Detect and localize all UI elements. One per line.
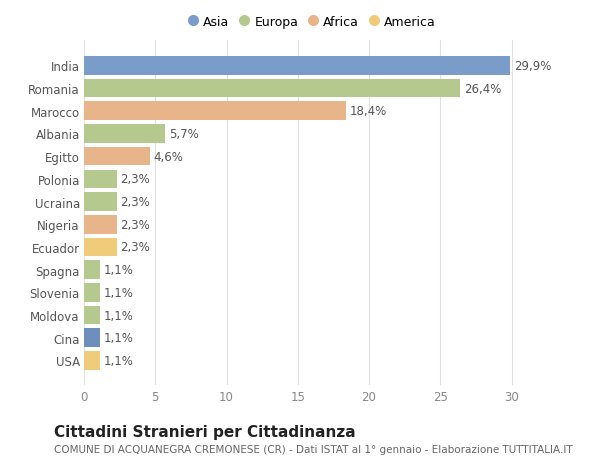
Text: 1,1%: 1,1% xyxy=(103,331,133,344)
Text: 2,3%: 2,3% xyxy=(121,241,150,254)
Bar xyxy=(84,193,117,212)
Legend: Asia, Europa, Africa, America: Asia, Europa, Africa, America xyxy=(185,13,439,31)
Text: 4,6%: 4,6% xyxy=(153,151,183,163)
Text: 26,4%: 26,4% xyxy=(464,83,501,95)
Bar xyxy=(84,147,149,166)
Bar xyxy=(84,57,510,76)
Text: 1,1%: 1,1% xyxy=(103,354,133,367)
Text: COMUNE DI ACQUANEGRA CREMONESE (CR) - Dati ISTAT al 1° gennaio - Elaborazione TU: COMUNE DI ACQUANEGRA CREMONESE (CR) - Da… xyxy=(54,444,572,454)
Bar xyxy=(84,261,100,280)
Bar xyxy=(84,351,100,370)
Bar xyxy=(84,215,117,234)
Bar xyxy=(84,102,346,121)
Bar xyxy=(84,79,460,98)
Text: 5,7%: 5,7% xyxy=(169,128,199,140)
Text: 18,4%: 18,4% xyxy=(350,105,387,118)
Text: 29,9%: 29,9% xyxy=(514,60,551,73)
Bar xyxy=(84,306,100,325)
Bar xyxy=(84,170,117,189)
Bar xyxy=(84,329,100,347)
Text: Cittadini Stranieri per Cittadinanza: Cittadini Stranieri per Cittadinanza xyxy=(54,425,356,440)
Text: 1,1%: 1,1% xyxy=(103,309,133,322)
Text: 1,1%: 1,1% xyxy=(103,263,133,276)
Bar xyxy=(84,283,100,302)
Text: 2,3%: 2,3% xyxy=(121,196,150,208)
Bar xyxy=(84,238,117,257)
Text: 2,3%: 2,3% xyxy=(121,218,150,231)
Bar xyxy=(84,125,165,144)
Text: 1,1%: 1,1% xyxy=(103,286,133,299)
Text: 2,3%: 2,3% xyxy=(121,173,150,186)
